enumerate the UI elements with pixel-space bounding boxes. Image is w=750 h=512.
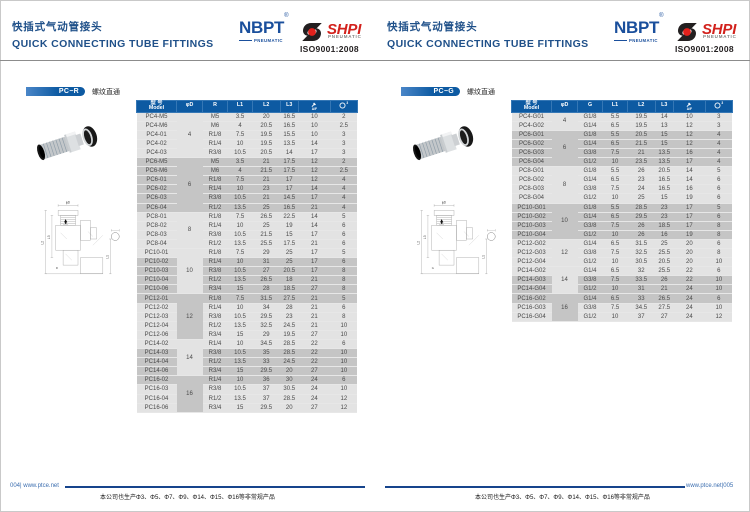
svg-text:R: R bbox=[56, 266, 58, 270]
svg-text:L1: L1 bbox=[481, 255, 485, 259]
svg-text:G: G bbox=[432, 266, 434, 270]
svg-text:L3: L3 bbox=[423, 235, 427, 239]
svg-text:L1: L1 bbox=[105, 255, 109, 259]
svg-text:L3: L3 bbox=[47, 235, 51, 239]
svg-text:ϕD: ϕD bbox=[66, 200, 71, 204]
svg-text:L2: L2 bbox=[417, 241, 421, 245]
svg-text:L2: L2 bbox=[41, 241, 45, 245]
svg-text:ϕD: ϕD bbox=[442, 200, 447, 204]
